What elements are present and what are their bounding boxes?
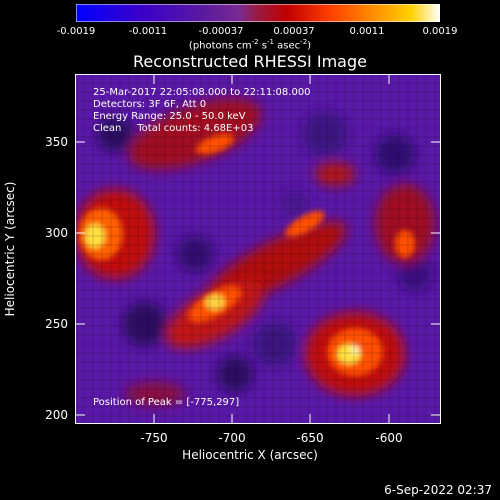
y-tick-label: 350 <box>45 135 68 149</box>
y-tick-label: 250 <box>45 317 68 331</box>
observation-info: 25-Mar-2017 22:05:08.000 to 22:11:08.000… <box>93 87 311 134</box>
y-tick-label: 200 <box>45 408 68 422</box>
x-tick-label: -700 <box>218 431 246 445</box>
x-tick-label: -750 <box>140 431 168 445</box>
y-axis-label: Heliocentric Y (arcsec) <box>3 181 17 317</box>
x-tick-label: -600 <box>375 431 403 445</box>
peak-position: Position of Peak = [-775,297] <box>93 397 240 408</box>
x-axis-label: Heliocentric X (arcsec) <box>182 448 318 462</box>
rhessi-image <box>75 74 441 424</box>
colorbar-tick: 0.00037 <box>273 26 315 37</box>
plot-title: Reconstructed RHESSI Image <box>133 52 367 71</box>
colorbar-tick: -0.00037 <box>198 26 244 37</box>
colorbar-units: (photons cm-2 s-1 asec-2) <box>188 38 312 52</box>
colorbar-tick: 0.0011 <box>349 26 385 37</box>
colorbar <box>76 4 440 22</box>
x-tick-label: -650 <box>296 431 324 445</box>
footer-date: 6-Sep-2022 02:37 <box>384 483 492 497</box>
colorbar-tick: 0.0019 <box>422 26 458 37</box>
colorbar-tick: -0.0019 <box>56 26 96 37</box>
colorbar-tick: -0.0011 <box>128 26 168 37</box>
y-tick-label: 300 <box>45 226 68 240</box>
